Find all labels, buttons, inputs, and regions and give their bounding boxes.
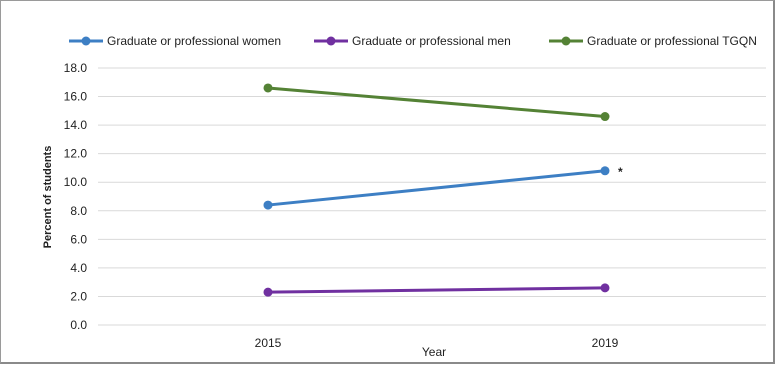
data-point xyxy=(600,166,610,176)
data-point xyxy=(263,200,273,210)
legend: Graduate or professional women Graduate o… xyxy=(69,34,757,48)
y-axis-label: Percent of students xyxy=(42,146,54,249)
legend-label: Graduate or professional men xyxy=(352,34,511,48)
data-point xyxy=(600,112,610,122)
legend-item: Graduate or professional TGQN xyxy=(549,34,757,48)
legend-item: Graduate or professional men xyxy=(314,34,511,48)
series-line xyxy=(267,286,606,294)
annotation: * xyxy=(618,165,623,179)
y-tick-label: 2.0 xyxy=(70,289,87,303)
data-point xyxy=(263,287,273,297)
y-tick-label: 18.0 xyxy=(64,61,88,75)
x-tick-labels: 2015 2019 xyxy=(255,336,619,350)
gridlines xyxy=(98,67,766,326)
legend-label: Graduate or professional women xyxy=(107,34,281,48)
y-tick-label: 14.0 xyxy=(64,118,88,132)
x-tick-label: 2019 xyxy=(592,336,619,350)
data-point xyxy=(263,83,273,93)
series-line xyxy=(267,86,606,119)
x-axis-label: Year xyxy=(422,345,446,359)
annotations: * xyxy=(618,165,623,179)
data-point xyxy=(600,283,610,293)
legend-item: Graduate or professional women xyxy=(69,34,281,48)
y-tick-label: 12.0 xyxy=(64,147,88,161)
x-tick-label: 2015 xyxy=(255,336,282,350)
legend-label: Graduate or professional TGQN xyxy=(587,34,757,48)
series-line xyxy=(267,169,606,207)
legend-swatch-marker xyxy=(561,36,571,46)
series-group xyxy=(263,83,610,297)
y-tick-label: 0.0 xyxy=(70,318,87,332)
y-tick-label: 4.0 xyxy=(70,261,87,275)
legend-swatch-marker xyxy=(326,36,336,46)
y-tick-label: 10.0 xyxy=(64,175,88,189)
y-tick-label: 6.0 xyxy=(70,232,87,246)
y-tick-labels: 0.0 2.0 4.0 6.0 8.0 10.0 12.0 14.0 16.0 18.0 xyxy=(64,61,88,332)
y-tick-label: 8.0 xyxy=(70,204,87,218)
y-tick-label: 16.0 xyxy=(64,90,88,104)
legend-swatch-marker xyxy=(81,36,91,46)
